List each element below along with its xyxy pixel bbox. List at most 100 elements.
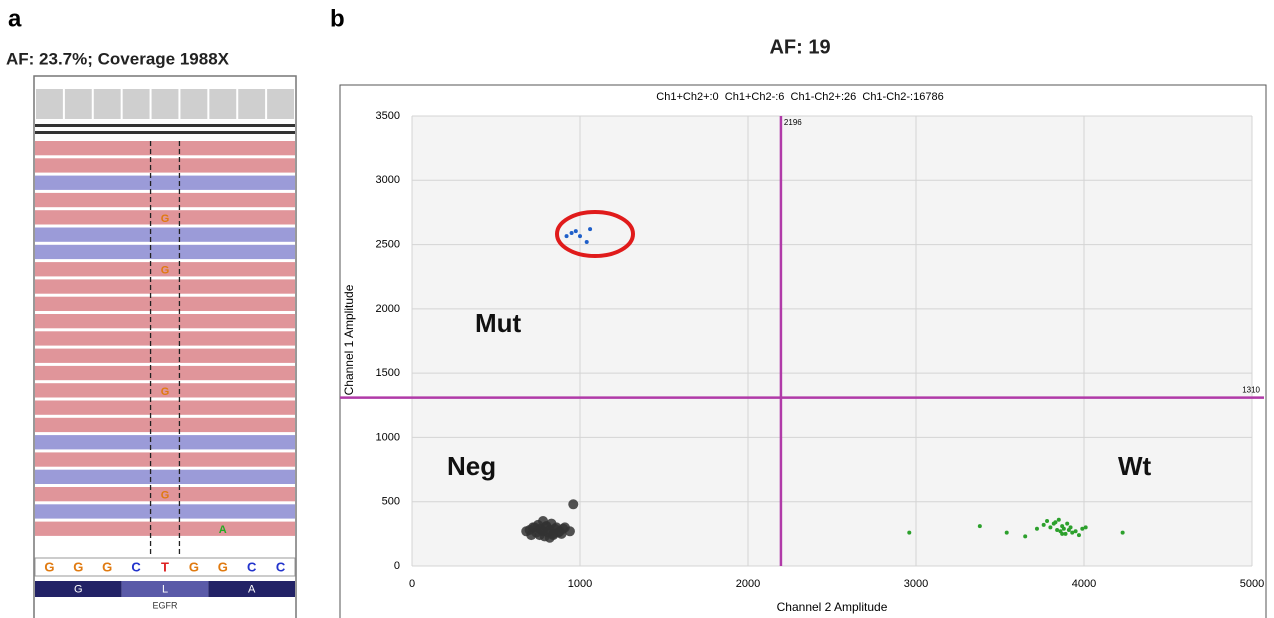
droplet	[565, 234, 569, 238]
droplet	[535, 530, 545, 540]
y-tick-label: 0	[394, 560, 400, 572]
y-tick-label: 2500	[376, 238, 400, 250]
figure: a AF: 23.7%; Coverage 1988X b AF: 19 Ch1…	[0, 0, 1274, 618]
read	[35, 522, 295, 536]
read	[35, 504, 295, 518]
mismatch-base: A	[219, 524, 227, 536]
droplet	[585, 240, 589, 244]
droplet	[1053, 520, 1057, 524]
droplet	[1060, 532, 1064, 536]
droplet	[578, 234, 582, 238]
sequence-base: G	[73, 559, 83, 574]
coverage-bar	[238, 89, 265, 119]
sequence-base: T	[161, 559, 169, 574]
x-tick-label: 3000	[904, 578, 928, 590]
coverage-bar	[152, 89, 179, 119]
threshold-label: 2196	[784, 118, 802, 127]
read	[35, 297, 295, 311]
track-frame	[34, 76, 296, 618]
x-tick-label: 0	[409, 578, 415, 590]
coverage-bar	[267, 89, 294, 119]
droplet	[538, 516, 548, 526]
x-tick-label: 4000	[1072, 578, 1096, 590]
droplet	[1069, 525, 1073, 529]
amino-acid: A	[248, 583, 256, 595]
droplet	[574, 229, 578, 233]
read	[35, 331, 295, 345]
droplet	[568, 499, 578, 509]
y-tick-label: 3500	[376, 110, 400, 122]
sequence-base: G	[189, 559, 199, 574]
sequence-base: C	[276, 559, 286, 574]
read	[35, 314, 295, 328]
droplet	[907, 531, 911, 535]
x-axis-label: Channel 2 Amplitude	[777, 600, 888, 614]
coverage-bar	[180, 89, 207, 119]
droplet	[1062, 527, 1066, 531]
panel-header: AF: 23.7%; Coverage 1988X	[6, 49, 230, 68]
droplet	[565, 526, 575, 536]
x-tick-label: 5000	[1240, 578, 1264, 590]
y-tick-label: 1500	[376, 367, 400, 379]
droplet	[1042, 523, 1046, 527]
threshold-label: 1310	[1242, 386, 1260, 395]
droplet	[1077, 533, 1081, 537]
droplet	[1023, 534, 1027, 538]
panel-label: b	[330, 5, 345, 32]
y-tick-label: 3000	[376, 174, 400, 186]
amino-acid: G	[74, 583, 83, 595]
droplet	[588, 227, 592, 231]
mismatch-base: G	[161, 386, 170, 398]
droplet	[1065, 522, 1069, 526]
y-tick-label: 1000	[376, 431, 400, 443]
sequence-base: C	[247, 559, 257, 574]
read	[35, 279, 295, 293]
cluster-label: Wt	[1118, 451, 1152, 481]
droplet	[570, 231, 574, 235]
read	[35, 158, 295, 172]
read	[35, 418, 295, 432]
read	[35, 452, 295, 466]
y-tick-label: 500	[382, 496, 400, 508]
y-axis-label: Channel 1 Amplitude	[342, 284, 356, 395]
sequence-base: G	[218, 559, 228, 574]
read	[35, 141, 295, 155]
read	[35, 435, 295, 449]
amino-acid: L	[162, 583, 168, 595]
mismatch-base: G	[161, 265, 170, 277]
read	[35, 193, 295, 207]
coverage-bar	[65, 89, 92, 119]
sequence-base: G	[44, 559, 54, 574]
read	[35, 228, 295, 242]
sequence-base: C	[131, 559, 141, 574]
read	[35, 349, 295, 363]
droplet	[1035, 527, 1039, 531]
droplet	[1057, 518, 1061, 522]
read	[35, 245, 295, 259]
read	[35, 366, 295, 380]
mismatch-base: G	[161, 213, 170, 225]
coverage-bar	[123, 89, 150, 119]
x-tick-label: 2000	[736, 578, 760, 590]
droplet	[1074, 529, 1078, 533]
droplet	[1005, 531, 1009, 535]
cluster-label: Mut	[475, 308, 522, 338]
droplet	[1084, 525, 1088, 529]
coverage-bar	[36, 89, 63, 119]
read	[35, 176, 295, 190]
droplet	[545, 533, 555, 543]
track-separator	[35, 131, 295, 134]
sequence-base: G	[102, 559, 112, 574]
coverage-bar	[209, 89, 236, 119]
gene-name: EGFR	[152, 600, 178, 610]
cluster-label: Neg	[447, 451, 496, 481]
droplet	[1121, 531, 1125, 535]
chart-subtitle: Ch1+Ch2+:0 Ch1+Ch2-:6 Ch1-Ch2+:26 Ch1-Ch…	[656, 91, 943, 103]
droplet	[1045, 519, 1049, 523]
coverage-bar	[94, 89, 121, 119]
y-tick-label: 2000	[376, 303, 400, 315]
plot-area	[412, 116, 1252, 566]
x-tick-label: 1000	[568, 578, 592, 590]
chart-title: AF: 19	[769, 36, 830, 58]
read	[35, 401, 295, 415]
